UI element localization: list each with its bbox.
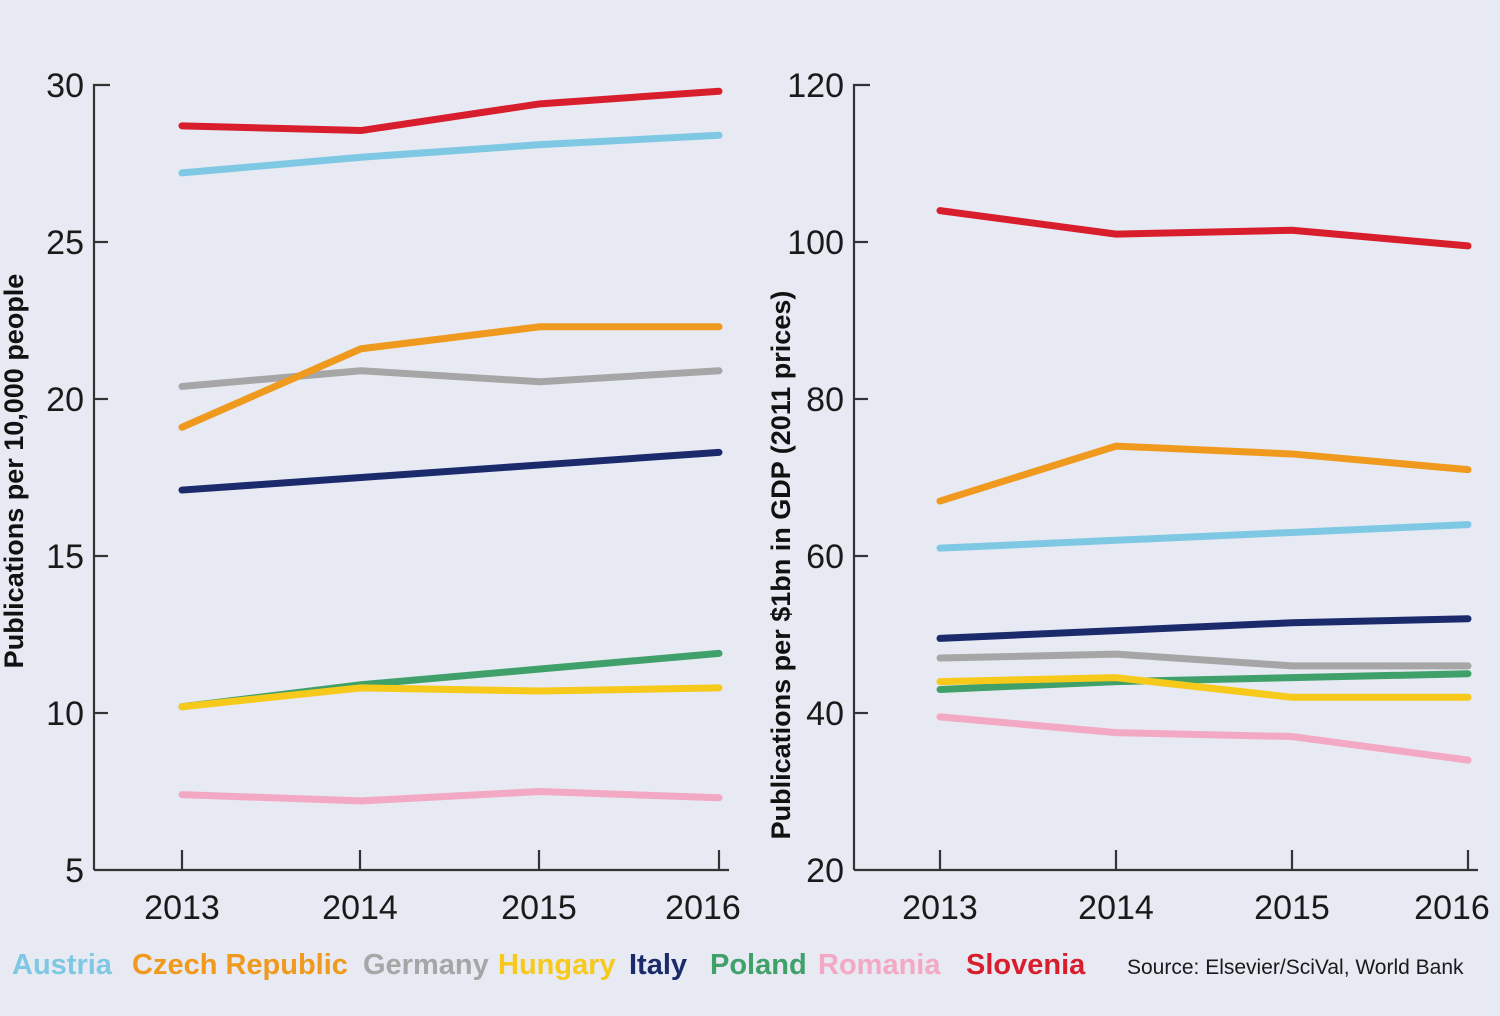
svg-text:2016: 2016 — [665, 889, 741, 927]
svg-text:Source: Elsevier/SciVal, World: Source: Elsevier/SciVal, World Bank — [1127, 956, 1464, 979]
svg-text:2013: 2013 — [902, 889, 978, 927]
svg-text:15: 15 — [46, 538, 84, 576]
svg-text:Poland: Poland — [710, 949, 807, 981]
svg-text:5: 5 — [65, 852, 84, 890]
svg-text:2014: 2014 — [1078, 889, 1154, 927]
svg-text:2015: 2015 — [1254, 889, 1330, 927]
svg-text:60: 60 — [806, 538, 844, 576]
svg-text:Publications per $1bn in GDP (: Publications per $1bn in GDP (2011 price… — [766, 291, 796, 840]
svg-text:Germany: Germany — [363, 949, 489, 981]
svg-text:100: 100 — [787, 224, 844, 262]
svg-text:120: 120 — [787, 67, 844, 105]
svg-text:Hungary: Hungary — [498, 949, 616, 981]
svg-text:Italy: Italy — [629, 949, 687, 981]
svg-text:2015: 2015 — [501, 889, 577, 927]
svg-text:Publications per 10,000 people: Publications per 10,000 people — [0, 274, 29, 669]
svg-text:Austria: Austria — [12, 949, 113, 981]
svg-text:Czech Republic: Czech Republic — [132, 949, 348, 981]
svg-text:25: 25 — [46, 224, 84, 262]
svg-text:10: 10 — [46, 695, 84, 733]
svg-text:Slovenia: Slovenia — [966, 949, 1086, 981]
svg-text:2013: 2013 — [144, 889, 220, 927]
svg-text:2014: 2014 — [322, 889, 398, 927]
svg-text:2016: 2016 — [1414, 889, 1490, 927]
svg-text:20: 20 — [806, 852, 844, 890]
svg-text:20: 20 — [46, 381, 84, 419]
svg-text:Romania: Romania — [818, 949, 941, 981]
svg-text:80: 80 — [806, 381, 844, 419]
svg-text:40: 40 — [806, 695, 844, 733]
svg-text:30: 30 — [46, 67, 84, 105]
